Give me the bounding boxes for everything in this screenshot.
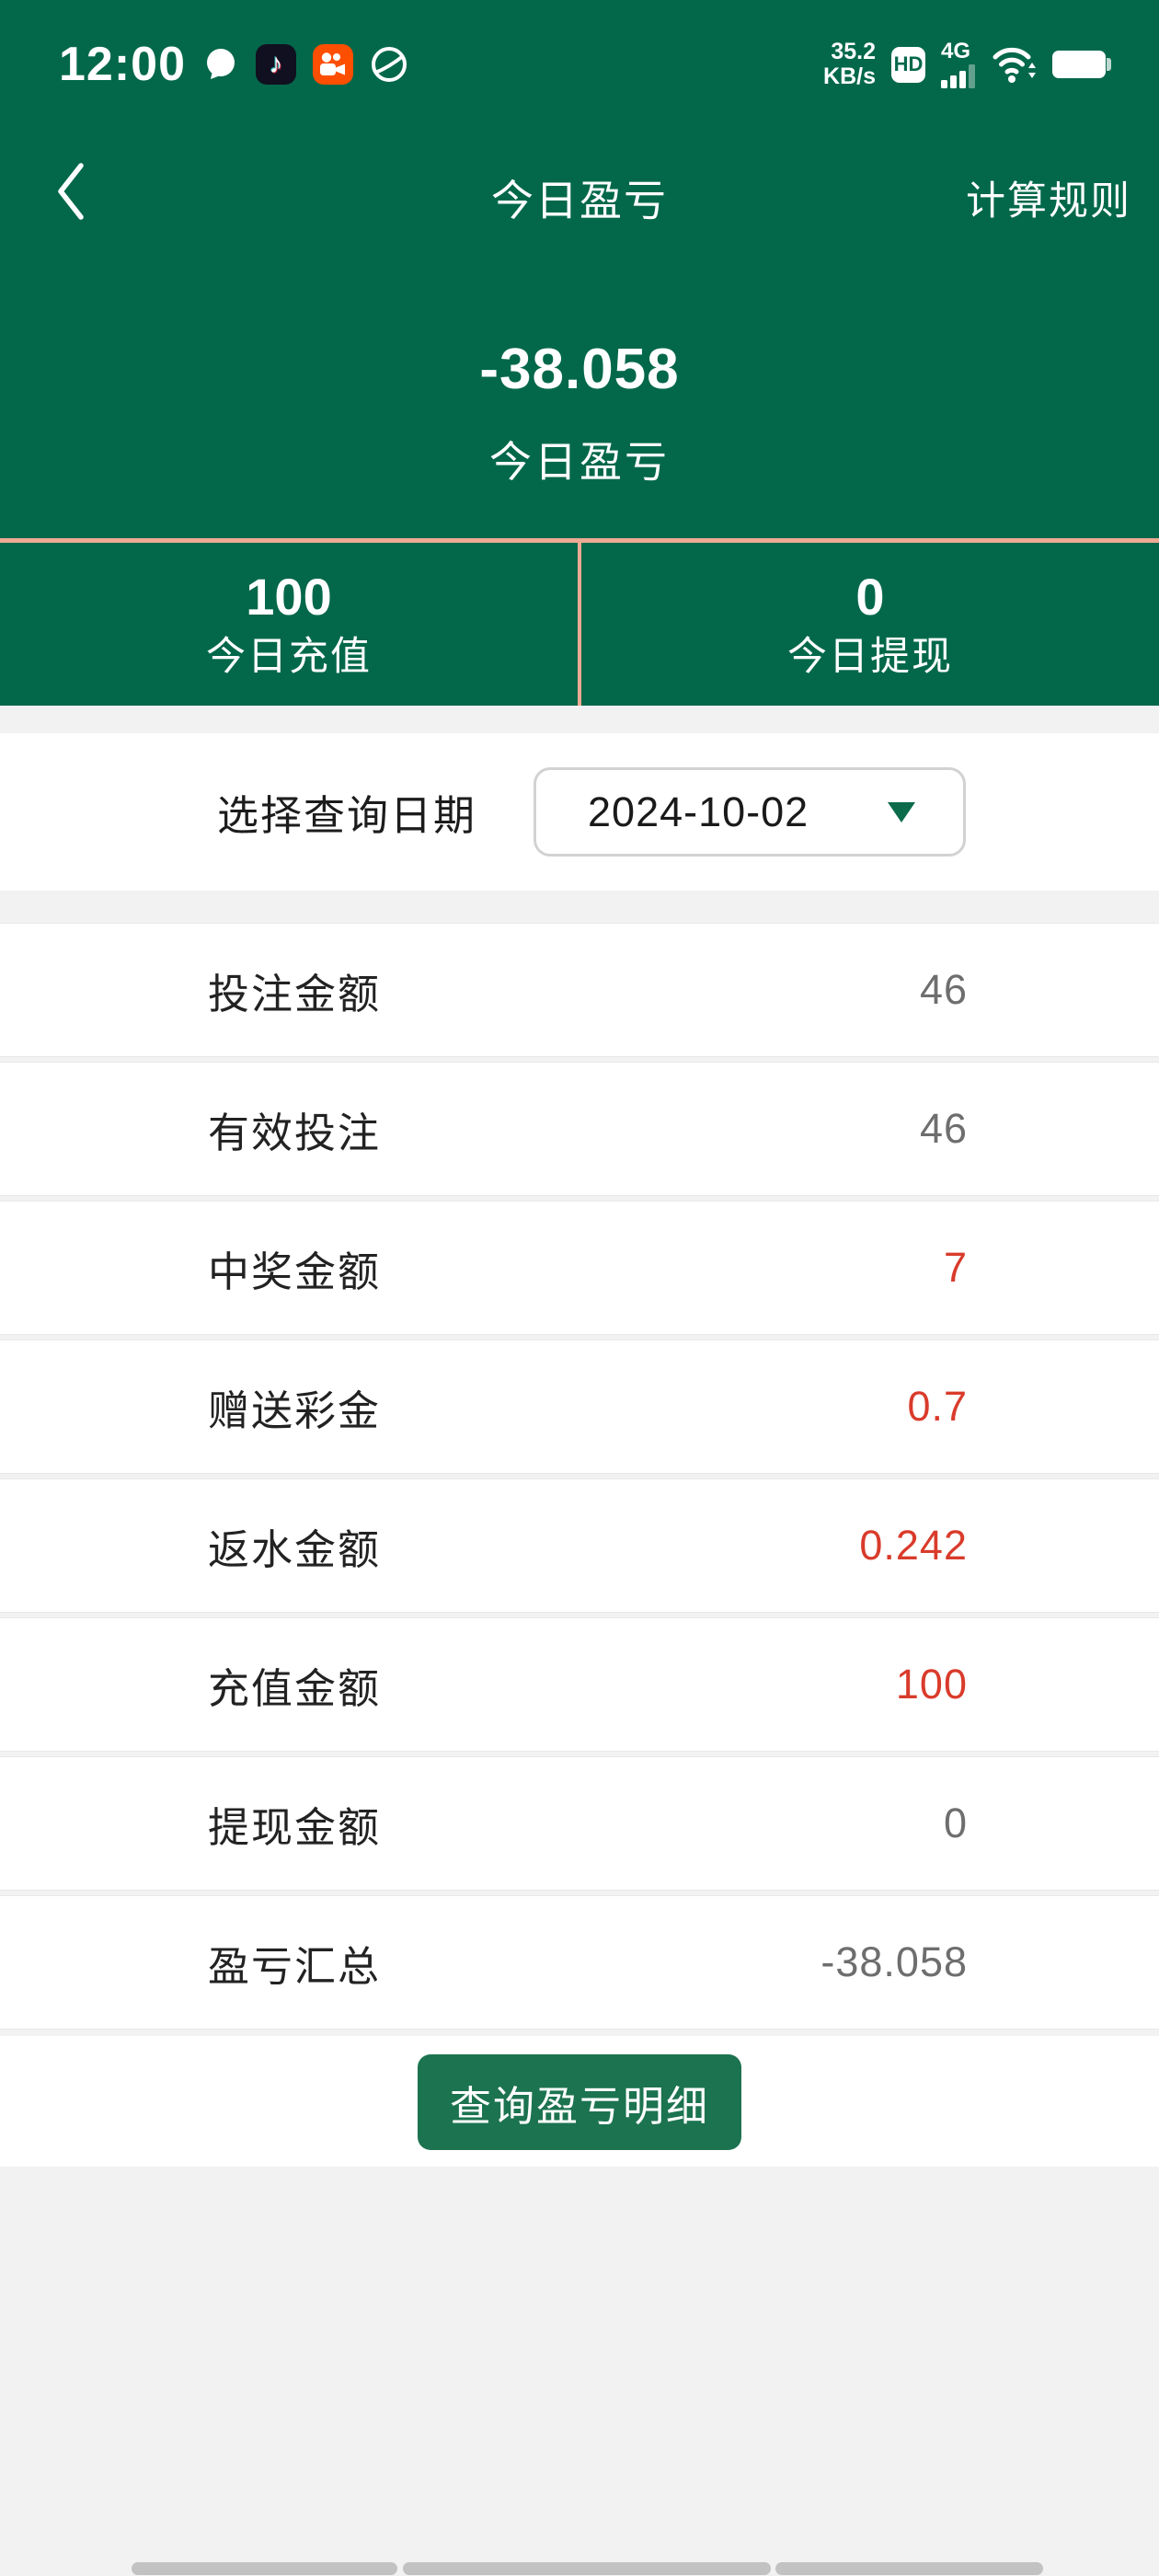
row-label: 充值金额 [208,1664,382,1712]
today-withdraw-label: 今日提现 [787,635,953,679]
today-withdraw-cell: 0 今日提现 [581,543,1159,706]
table-row: 返水金额 0.242 [0,1479,1159,1612]
row-label: 中奖金额 [208,1248,382,1295]
bottom-gesture-bar [0,2561,1159,2575]
today-profit-amount: -38.058 [479,338,680,401]
button-section: 查询盈亏明细 [0,2036,1159,2167]
row-label: 赠送彩金 [208,1386,382,1434]
network-speed-value: 35.2 [831,39,876,64]
section-gap [0,706,1159,733]
gesture-handle-left[interactable] [132,2562,397,2575]
status-bar-left: 12:00 ♪ [59,40,408,88]
wifi-icon [991,44,1037,85]
signal-bars-icon [941,64,975,88]
row-value: 46 [919,966,968,1013]
tiktok-icon: ♪ [256,44,296,85]
date-picker-label: 选择查询日期 [217,792,477,839]
nav-bar: 今日盈亏 计算规则 [0,138,1159,248]
date-picker-select[interactable]: 2024-10-02 [534,767,967,857]
row-value: 0 [943,1800,968,1846]
page-title: 今日盈亏 [491,177,668,224]
cell-divider [578,543,581,706]
network-speed-unit: KB/s [823,63,876,89]
today-deposit-cell: 100 今日充值 [0,543,578,706]
gesture-handle-middle[interactable] [403,2562,771,2575]
today-deposit-label: 今日充值 [206,635,372,679]
battery-icon [1052,51,1111,78]
row-value: 0.242 [859,1522,968,1569]
today-deposit-value: 100 [246,568,332,626]
today-withdraw-value: 0 [855,568,885,626]
status-bar-right: 35.2 KB/s HD 4G [823,40,1111,89]
hero-cells: 100 今日充值 0 今日提现 [0,538,1159,706]
chevron-down-icon [888,801,916,822]
date-picker-value: 2024-10-02 [588,788,809,835]
date-picker-row: 选择查询日期 2024-10-02 [0,733,1159,891]
browser-icon [370,45,408,84]
row-value: -38.058 [820,1938,968,1985]
row-label: 提现金额 [208,1803,382,1851]
kuaishou-icon [313,44,353,85]
row-label: 投注金额 [208,970,382,1018]
network-speed: 35.2 KB/s [823,40,876,89]
clock: 12:00 [59,38,186,91]
row-value: 100 [895,1661,968,1708]
row-label: 盈亏汇总 [208,1942,382,1990]
today-profit-label: 今日盈亏 [489,438,670,486]
row-value: 7 [943,1244,968,1291]
row-label: 返水金额 [208,1525,382,1573]
row-value: 0.7 [907,1383,968,1430]
row-value: 46 [919,1105,968,1152]
table-row: 充值金额 100 [0,1618,1159,1751]
gesture-handle-right[interactable] [775,2562,1043,2575]
query-profit-detail-button[interactable]: 查询盈亏明细 [418,2054,741,2150]
table-row: 有效投注 46 [0,1063,1159,1195]
hd-badge: HD [891,46,925,83]
table-row: 中奖金额 7 [0,1202,1159,1334]
profit-hero-panel: 12:00 ♪ [0,0,1159,706]
back-button[interactable] [50,158,92,224]
table-row: 投注金额 46 [0,924,1159,1056]
row-label: 有效投注 [208,1109,382,1156]
message-bubble-icon [202,46,239,83]
stats-list: 投注金额 46 有效投注 46 中奖金额 7 赠送彩金 0.7 返水金额 0.2… [0,924,1159,2029]
table-row: 盈亏汇总 -38.058 [0,1896,1159,2029]
table-row: 提现金额 0 [0,1757,1159,1890]
network-type-label: 4G [941,39,971,63]
table-row: 赠送彩金 0.7 [0,1340,1159,1473]
calc-rules-link[interactable]: 计算规则 [966,179,1131,224]
signal-4g-icon: 4G [941,40,975,88]
status-bar: 12:00 ♪ [0,24,1159,105]
